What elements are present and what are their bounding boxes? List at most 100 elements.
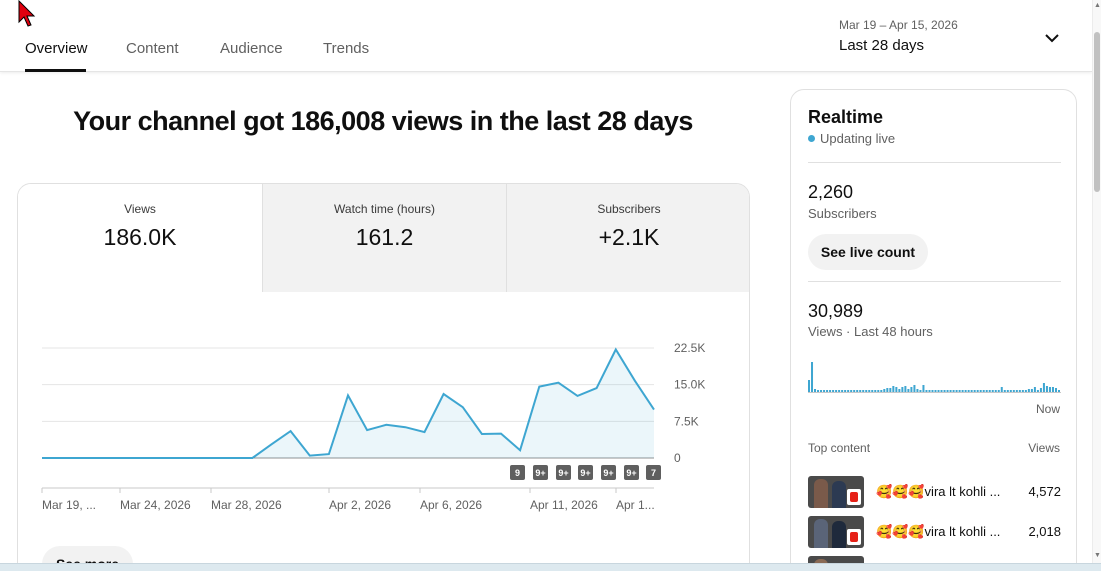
realtime-bar bbox=[868, 390, 871, 392]
tab-trends[interactable]: Trends bbox=[323, 40, 370, 57]
realtime-bar-chart[interactable] bbox=[808, 352, 1061, 394]
y-tick-label: 15.0K bbox=[674, 378, 705, 392]
realtime-bar bbox=[859, 390, 862, 392]
video-marker-badge bbox=[601, 465, 616, 480]
date-period-label[interactable]: Last 28 days bbox=[839, 37, 925, 54]
realtime-bar bbox=[829, 390, 832, 392]
realtime-bar bbox=[1009, 390, 1012, 392]
realtime-bar bbox=[1003, 390, 1006, 392]
realtime-bar bbox=[964, 390, 967, 392]
realtime-bar bbox=[871, 390, 874, 392]
views-chart[interactable]: 22.5K 15.0K 7.5K 0 9 9+ 9+ 9+ 9+ 9+ 7 Mar 19, ... Ma… bbox=[17, 290, 717, 530]
divider bbox=[808, 162, 1061, 163]
active-tab-indicator bbox=[25, 69, 86, 72]
realtime-bar bbox=[979, 390, 982, 392]
realtime-bar bbox=[991, 390, 994, 392]
realtime-bar bbox=[832, 390, 835, 392]
realtime-bar bbox=[1036, 390, 1039, 392]
subscriber-count: 2,260 bbox=[808, 182, 854, 202]
realtime-bar bbox=[850, 390, 853, 392]
date-range-text[interactable]: Mar 19 – Apr 15, 2026 bbox=[839, 18, 958, 32]
realtime-bar bbox=[994, 390, 997, 392]
realtime-bar bbox=[997, 390, 1000, 392]
metric-value: 161.2 bbox=[355, 224, 414, 250]
realtime-bar bbox=[976, 390, 979, 392]
realtime-bar bbox=[1012, 390, 1015, 392]
shorts-icon bbox=[847, 529, 861, 545]
video-title[interactable]: 🥰🥰🥰vira lt kohli ... bbox=[876, 524, 1001, 539]
realtime-bar bbox=[1030, 389, 1033, 392]
x-tick-label: Apr 1... bbox=[616, 498, 655, 512]
metric-value: 186.0K bbox=[103, 224, 177, 250]
page-scrollbar[interactable]: ▲ ▼ bbox=[1092, 0, 1101, 571]
video-thumbnail[interactable] bbox=[808, 516, 864, 548]
video-marker-badge bbox=[624, 465, 639, 480]
realtime-bar bbox=[1027, 389, 1030, 392]
realtime-bar bbox=[1048, 387, 1051, 392]
shorts-icon bbox=[847, 489, 861, 505]
tab-audience[interactable]: Audience bbox=[220, 40, 283, 57]
realtime-bar bbox=[877, 390, 880, 392]
scrollbar-thumb[interactable] bbox=[1094, 32, 1100, 192]
video-title[interactable]: 🥰🥰🥰vira lt kohli ... bbox=[876, 484, 1001, 499]
live-status-label: Updating live bbox=[820, 131, 896, 146]
mouse-cursor-icon bbox=[18, 0, 36, 27]
realtime-bar bbox=[1018, 390, 1021, 392]
x-tick-label: Mar 28, 2026 bbox=[211, 498, 282, 512]
see-live-count-button[interactable]: See live count bbox=[808, 234, 928, 270]
realtime-bar bbox=[874, 390, 877, 392]
metric-subscribers-tab[interactable]: Subscribers +2.1K bbox=[506, 184, 749, 292]
realtime-bar bbox=[820, 390, 823, 392]
realtime-bar bbox=[913, 385, 916, 392]
top-content-item[interactable]: 🥰🥰🥰vira lt kohli ... 4,572 bbox=[808, 476, 1061, 508]
realtime-bar bbox=[817, 390, 820, 392]
realtime-bar bbox=[844, 390, 847, 392]
realtime-bar bbox=[835, 390, 838, 392]
realtime-bar bbox=[1057, 390, 1060, 392]
realtime-bar bbox=[847, 390, 850, 392]
realtime-bar bbox=[901, 387, 904, 392]
realtime-bar bbox=[973, 390, 976, 392]
subscriber-label: Subscribers bbox=[808, 206, 877, 221]
scroll-down-arrow-icon[interactable]: ▼ bbox=[1094, 552, 1101, 559]
realtime-bar bbox=[823, 390, 826, 392]
realtime-bar bbox=[883, 389, 886, 392]
realtime-bar bbox=[970, 390, 973, 392]
video-marker-label: 9+ bbox=[603, 468, 613, 478]
video-marker-badge bbox=[510, 465, 525, 480]
realtime-bar bbox=[907, 389, 910, 392]
realtime-bar bbox=[1000, 387, 1003, 392]
video-thumbnail[interactable] bbox=[808, 476, 864, 508]
live-status: Updating live bbox=[808, 131, 895, 146]
realtime-bar bbox=[862, 390, 865, 392]
chevron-down-icon[interactable] bbox=[1040, 26, 1064, 50]
realtime-bar bbox=[1051, 387, 1054, 392]
realtime-bar bbox=[1054, 388, 1057, 392]
tab-overview[interactable]: Overview bbox=[25, 40, 88, 57]
x-tick-label: Mar 24, 2026 bbox=[120, 498, 191, 512]
realtime-bar bbox=[895, 387, 898, 392]
video-marker-badge bbox=[646, 465, 661, 480]
realtime-bar bbox=[922, 385, 925, 392]
realtime-bar bbox=[928, 390, 931, 392]
video-marker-label: 9+ bbox=[535, 468, 545, 478]
video-marker-badge bbox=[556, 465, 571, 480]
metric-views-tab[interactable]: Views 186.0K bbox=[18, 184, 262, 292]
realtime-bar bbox=[982, 390, 985, 392]
realtime-bar bbox=[853, 390, 856, 392]
realtime-bar bbox=[940, 390, 943, 392]
video-marker-badge bbox=[578, 465, 593, 480]
realtime-bar bbox=[967, 390, 970, 392]
scroll-up-arrow-icon[interactable]: ▲ bbox=[1094, 2, 1101, 9]
video-marker-label: 9+ bbox=[626, 468, 636, 478]
y-tick-label: 22.5K bbox=[674, 341, 705, 355]
metric-label: Watch time (hours) bbox=[334, 202, 435, 216]
metric-watch-time-tab[interactable]: Watch time (hours) 161.2 bbox=[262, 184, 506, 292]
taskbar-edge bbox=[0, 563, 1101, 571]
top-content-item[interactable]: 🥰🥰🥰vira lt kohli ... 2,018 bbox=[808, 516, 1061, 548]
realtime-bar bbox=[826, 390, 829, 392]
realtime-views-label: Views · Last 48 hours bbox=[808, 324, 933, 339]
realtime-bar bbox=[814, 389, 817, 392]
realtime-bar bbox=[916, 389, 919, 392]
tab-content[interactable]: Content bbox=[126, 40, 179, 57]
